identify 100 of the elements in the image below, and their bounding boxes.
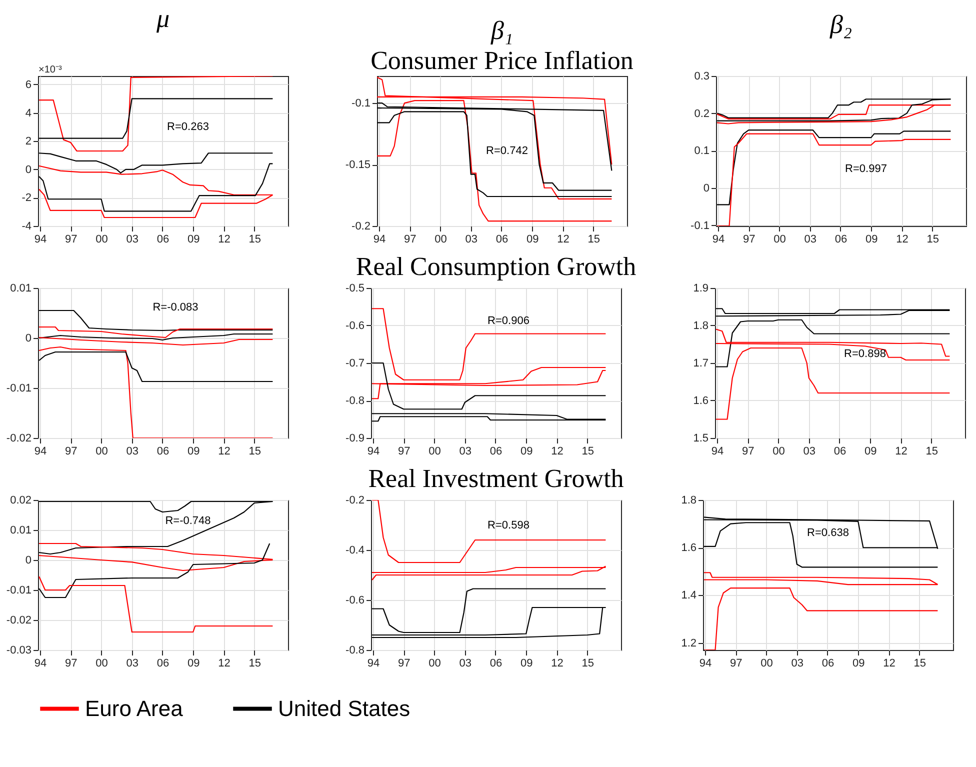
- y-tick-label: -0.1: [352, 98, 370, 110]
- x-tick-label: 06: [496, 234, 508, 246]
- x-tick-label: 00: [96, 234, 108, 246]
- y-tick-label: -0.8: [346, 644, 364, 656]
- x-tick-label: 00: [434, 234, 447, 246]
- y-tick-label: -0.01: [6, 584, 32, 596]
- x-tick-label: 03: [465, 234, 478, 246]
- x-tick-label: 97: [65, 446, 78, 458]
- x-tick-label: 97: [65, 234, 78, 246]
- x-tick-label: 03: [791, 658, 804, 670]
- y-tick-label: -0.01: [6, 382, 32, 394]
- x-tick-label: 00: [428, 446, 441, 458]
- x-tick-label: 94: [34, 658, 47, 670]
- y-tick-label: 1.9: [693, 282, 708, 294]
- chart-subtitle: Consumer Price Inflation: [370, 46, 634, 75]
- x-tick-label: 97: [65, 658, 78, 670]
- y-tick-label: -0.8: [346, 395, 364, 407]
- annotation: R=0.638: [807, 527, 849, 539]
- x-tick-label: 94: [711, 446, 724, 458]
- x-tick-label: 00: [772, 446, 785, 458]
- x-tick-label: 06: [834, 446, 846, 458]
- x-tick-label: 03: [459, 446, 472, 458]
- x-tick-label: 09: [865, 234, 878, 246]
- x-tick-label: 06: [834, 234, 848, 246]
- y-tick-label: 0.1: [694, 145, 710, 158]
- annotation: R=0.742: [486, 145, 528, 157]
- x-tick-label: 03: [126, 658, 139, 670]
- y-tick-label: -0.9: [346, 432, 364, 444]
- x-tick-label: 15: [914, 658, 926, 670]
- x-tick-label: 09: [187, 446, 200, 458]
- y-tick-label: 1.2: [681, 637, 696, 650]
- y-tick-label: -0.5: [346, 282, 364, 294]
- x-tick-label: 15: [926, 446, 938, 458]
- x-tick-label: 09: [520, 446, 533, 458]
- y-tick-label: 1.8: [681, 494, 696, 506]
- y-tick-label: 1.7: [693, 358, 708, 370]
- y-tick-label: 1.4: [681, 590, 696, 602]
- annotation: R=-0.083: [152, 302, 198, 314]
- y-tick-label: 0: [25, 164, 32, 176]
- x-tick-label: 12: [551, 446, 564, 458]
- y-axis-title: ×10⁻³: [38, 64, 62, 76]
- x-tick-label: 94: [34, 446, 47, 458]
- y-tick-label: 1.6: [681, 542, 696, 554]
- y-tick-label: -0.02: [6, 432, 32, 444]
- x-tick-label: 09: [864, 446, 877, 458]
- y-tick-label: -0.2: [352, 220, 370, 232]
- x-tick-label: 94: [34, 234, 47, 246]
- x-tick-label: 03: [126, 234, 139, 246]
- y-tick-label: -0.1: [690, 220, 710, 232]
- x-tick-label: 15: [248, 234, 261, 246]
- x-tick-label: 06: [156, 234, 170, 246]
- legend-label: Euro Area: [85, 696, 184, 721]
- y-tick-label: -0.6: [346, 320, 364, 332]
- y-tick-label: 0.2: [694, 108, 710, 120]
- y-tick-label: 0.01: [10, 282, 32, 294]
- x-tick-label: 03: [804, 234, 817, 246]
- x-tick-label: 97: [398, 658, 410, 670]
- x-tick-label: 15: [248, 658, 261, 670]
- chart-title: Real Investment Growth: [368, 464, 624, 493]
- x-tick-label: 94: [367, 446, 380, 458]
- y-tick-label: -0.4: [346, 544, 364, 556]
- x-tick-label: 15: [248, 446, 261, 458]
- annotation: R=0.263: [167, 121, 209, 133]
- x-tick-label: 97: [730, 658, 742, 670]
- x-tick-label: 94: [373, 234, 386, 246]
- y-tick-label: 1.5: [693, 432, 708, 444]
- chart-title: β₂: [829, 10, 852, 39]
- y-tick-label: 0: [25, 332, 32, 344]
- x-tick-label: 06: [490, 446, 502, 458]
- y-tick-label: 0.3: [694, 70, 710, 82]
- y-tick-label: 0: [25, 554, 32, 566]
- x-tick-label: 15: [582, 446, 594, 458]
- annotation: R=0.598: [488, 520, 530, 532]
- x-tick-label: 97: [404, 234, 416, 246]
- x-tick-label: 00: [428, 658, 441, 670]
- x-tick-label: 12: [218, 658, 230, 670]
- chart-title: β₁: [490, 16, 513, 45]
- x-tick-label: 00: [774, 234, 786, 246]
- y-tick-label: 0: [703, 182, 710, 194]
- x-tick-label: 09: [520, 658, 533, 670]
- y-tick-label: 4: [25, 107, 32, 120]
- x-tick-label: 06: [156, 658, 170, 670]
- annotation: R=0.997: [845, 163, 887, 175]
- y-tick-label: -2: [22, 192, 32, 204]
- x-tick-label: 12: [218, 234, 230, 246]
- legend-label: United States: [278, 696, 410, 721]
- y-tick-label: -0.03: [6, 644, 32, 656]
- x-tick-label: 06: [490, 658, 502, 670]
- y-tick-label: -4: [22, 220, 32, 232]
- x-tick-label: 94: [367, 658, 380, 670]
- x-tick-label: 97: [742, 446, 754, 458]
- x-tick-label: 09: [187, 234, 200, 246]
- x-tick-label: 97: [743, 234, 756, 246]
- chart-title: Real Consumption Growth: [356, 252, 636, 281]
- y-tick-label: -0.2: [346, 494, 364, 506]
- y-tick-label: 2: [25, 136, 32, 148]
- x-tick-label: 12: [883, 658, 896, 670]
- annotation: R=0.898: [844, 348, 886, 360]
- x-tick-label: 06: [156, 446, 170, 458]
- x-tick-label: 00: [96, 446, 108, 458]
